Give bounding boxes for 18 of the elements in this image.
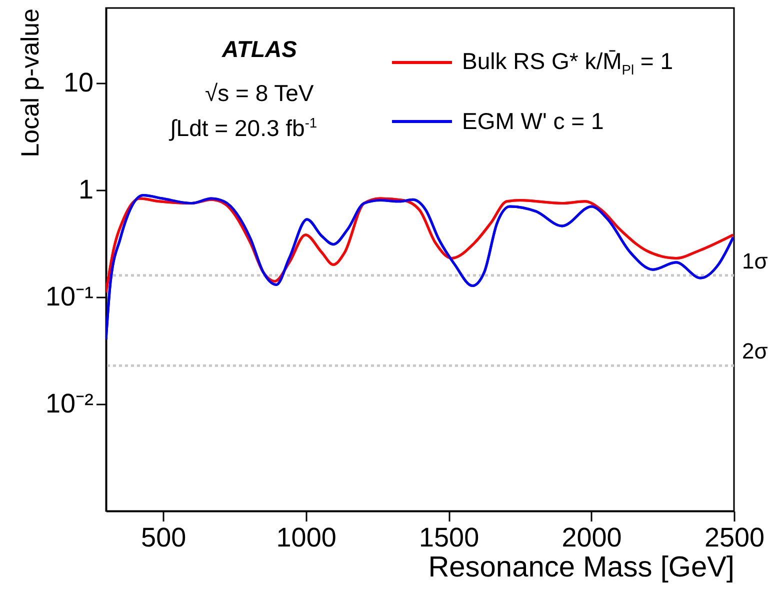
y-axis-title: Local p-value <box>16 8 44 158</box>
x-tick-label: 2500 <box>704 522 765 552</box>
y-tick-label: 10⁻² <box>45 388 94 418</box>
annotation: ATLAS <box>222 36 297 63</box>
y-tick-label: 10⁻¹ <box>45 281 94 312</box>
x-tick-label: 1000 <box>276 522 336 552</box>
annotation: √s = 8 TeV <box>205 80 314 107</box>
legend-label: Bulk RS G* k/M̄$_{Pl}$ = 1 <box>462 48 674 78</box>
x-tick-label: 2000 <box>562 522 622 552</box>
ref-line-label: 2σ <box>742 338 768 364</box>
x-tick-label: 1500 <box>419 522 480 552</box>
x-axis-title: Resonance Mass [GeV] <box>428 552 734 584</box>
legend-label: EGM W' c = 1 <box>462 108 604 135</box>
annotation: ∫Ldt = 20.3 fb$^{-1}$ <box>170 115 318 142</box>
y-tick-label: 10 <box>63 67 94 98</box>
ref-line-label: 1σ <box>742 248 768 274</box>
y-tick-label: 1 <box>78 174 94 204</box>
x-tick-label: 500 <box>141 522 186 552</box>
